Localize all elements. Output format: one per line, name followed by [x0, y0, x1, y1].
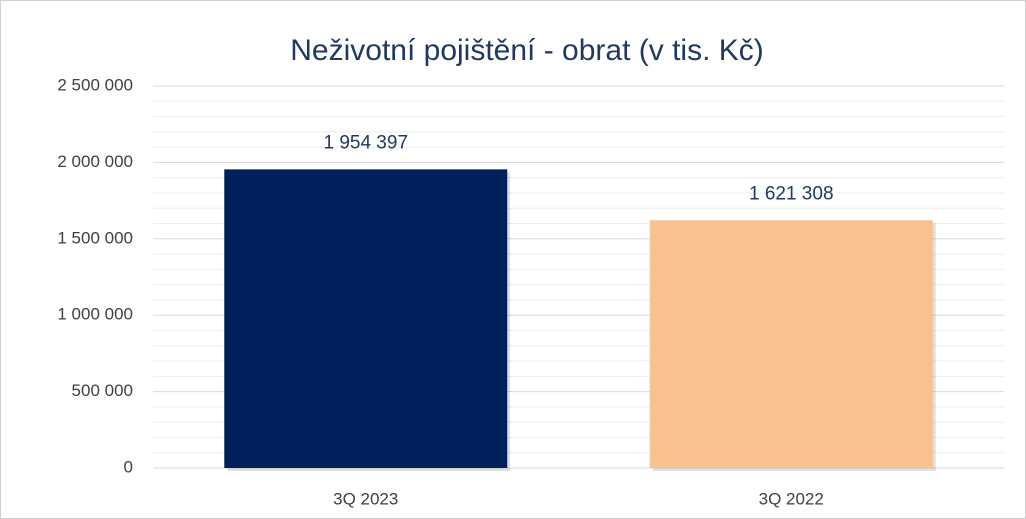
- data-label: 1 954 397: [323, 132, 408, 153]
- y-tick-label: 2 000 000: [57, 152, 133, 171]
- y-tick-label: 0: [124, 457, 133, 476]
- y-tick-label: 1 500 000: [57, 228, 133, 247]
- bar: [224, 169, 508, 468]
- y-tick-label: 1 000 000: [57, 305, 133, 324]
- y-tick-label: 2 500 000: [57, 75, 133, 94]
- y-tick-label: 500 000: [72, 381, 133, 400]
- bar: [649, 220, 933, 468]
- chart-title: Neživotní pojištění - obrat (v tis. Kč): [290, 34, 764, 67]
- data-label: 1 621 308: [749, 183, 834, 204]
- x-tick-label: 3Q 2023: [333, 489, 398, 508]
- x-tick-label: 3Q 2022: [759, 489, 824, 508]
